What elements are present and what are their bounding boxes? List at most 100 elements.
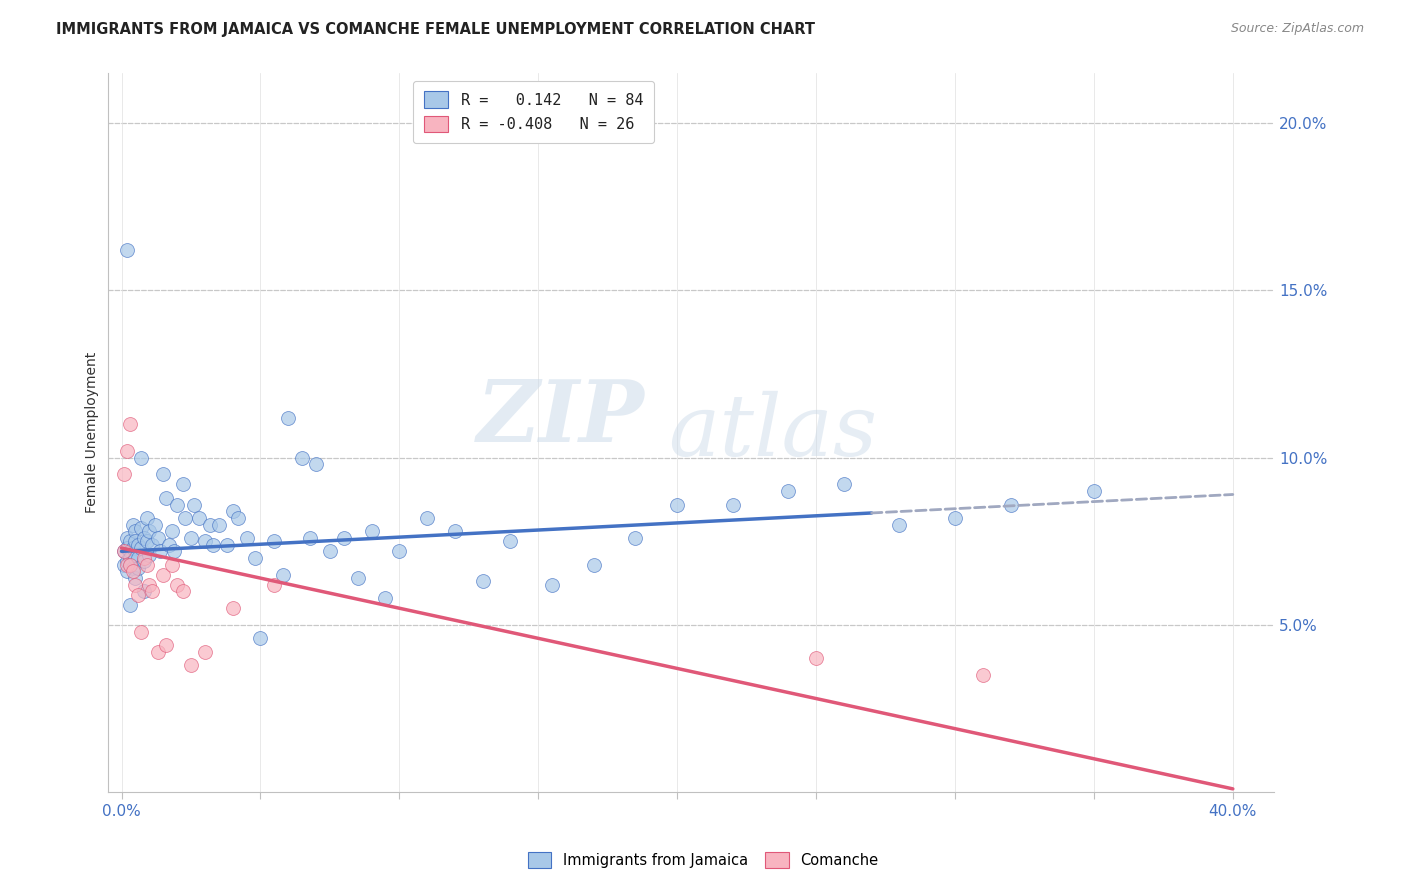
Point [194,534,217,549]
Y-axis label: Female Unemployment: Female Unemployment [86,352,100,513]
Point [132,554,155,568]
Point [135,558,157,572]
Point [444,524,467,539]
Point [235,531,257,545]
Text: Source: ZipAtlas.com: Source: ZipAtlas.com [1230,22,1364,36]
Point [138,548,160,562]
Point [115,565,138,579]
Point [200,517,222,532]
Point [132,531,155,545]
Point [263,578,285,592]
Point [194,645,217,659]
Point [1083,484,1105,499]
Point [115,244,138,258]
Point [180,531,202,545]
Point [243,551,266,566]
Point [146,645,169,659]
Point [624,531,647,545]
Point [263,534,285,549]
Point [129,450,152,465]
Point [152,567,174,582]
Point [138,524,160,539]
Point [778,484,800,499]
Point [346,571,368,585]
Point [132,584,155,599]
Point [146,531,169,545]
Point [129,521,152,535]
Point [305,458,328,472]
Point [943,511,966,525]
Point [143,517,166,532]
Point [174,511,197,525]
Point [721,498,744,512]
Legend: R =   0.142   N = 84, R = -0.408   N = 26: R = 0.142 N = 84, R = -0.408 N = 26 [413,80,654,143]
Point [172,477,194,491]
Point [132,551,155,566]
Point [152,467,174,482]
Point [115,444,138,458]
Point [166,498,188,512]
Point [277,410,299,425]
Point [221,601,243,615]
Text: ZIP: ZIP [477,376,644,460]
Point [221,504,243,518]
Point [188,511,211,525]
Point [124,571,146,585]
Point [249,632,271,646]
Point [180,658,202,673]
Point [155,638,177,652]
Point [155,491,177,505]
Point [112,467,135,482]
Point [115,554,138,568]
Point [149,544,172,558]
Point [183,498,205,512]
Point [138,578,160,592]
Point [118,558,141,572]
Point [118,417,141,432]
Point [499,534,522,549]
Point [135,511,157,525]
Point [160,558,183,572]
Point [333,531,356,545]
Point [299,531,322,545]
Point [226,511,249,525]
Point [1000,498,1022,512]
Point [121,565,143,579]
Point [124,551,146,566]
Point [217,538,239,552]
Point [135,534,157,549]
Point [157,538,180,552]
Point [112,558,135,572]
Point [129,541,152,555]
Point [121,541,143,555]
Point [118,598,141,612]
Point [832,477,855,491]
Point [388,544,411,558]
Point [118,558,141,572]
Point [118,534,141,549]
Point [112,544,135,558]
Point [319,544,342,558]
Point [118,551,141,566]
Point [271,567,294,582]
Point [118,544,141,558]
Point [160,524,183,539]
Point [112,544,135,558]
Point [374,591,396,606]
Point [582,558,605,572]
Point [141,584,163,599]
Point [124,534,146,549]
Point [360,524,382,539]
Text: IMMIGRANTS FROM JAMAICA VS COMANCHE FEMALE UNEMPLOYMENT CORRELATION CHART: IMMIGRANTS FROM JAMAICA VS COMANCHE FEMA… [56,22,815,37]
Point [804,651,827,665]
Point [172,584,194,599]
Point [115,531,138,545]
Point [115,558,138,572]
Point [127,551,149,566]
Point [291,450,314,465]
Point [666,498,689,512]
Point [202,538,225,552]
Point [416,511,439,525]
Point [124,578,146,592]
Point [124,524,146,539]
